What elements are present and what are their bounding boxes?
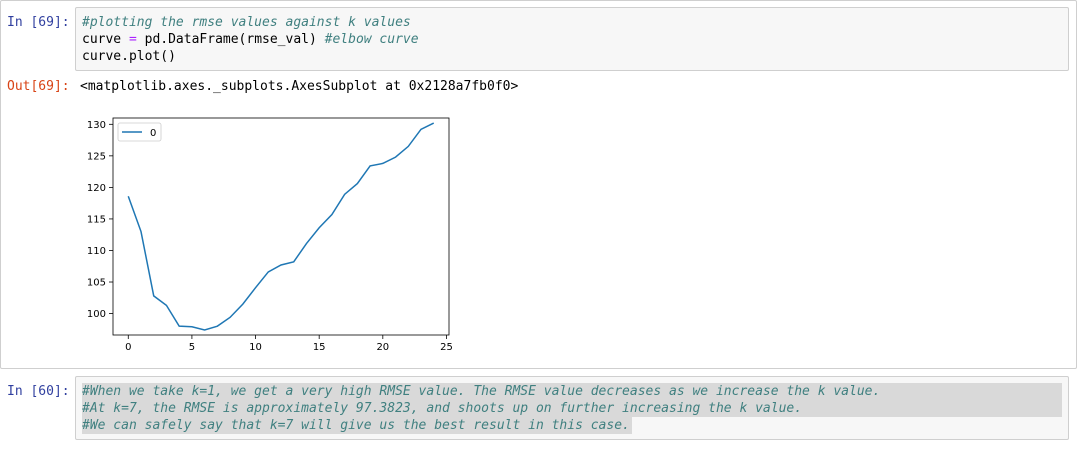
legend: 0 xyxy=(117,122,162,142)
y-tick-label: 130 xyxy=(87,120,106,131)
output-prompt: Out[69]: xyxy=(7,79,70,94)
y-tick-label: 125 xyxy=(87,151,106,162)
code-token-var: curve xyxy=(82,32,129,47)
code-token-comment: #elbow curve xyxy=(324,32,419,47)
input-prompt: In [69]: xyxy=(7,15,70,30)
x-tick-label: 20 xyxy=(376,342,389,353)
comment-line-2: #At k=7, the RMSE is approximately 97.38… xyxy=(82,400,1062,417)
selected-cell-frame[interactable] xyxy=(0,0,1077,369)
code-line-2: curve = pd.DataFrame(rmse_val) #elbow cu… xyxy=(82,31,419,48)
y-tick-label: 120 xyxy=(87,183,106,194)
y-tick-label: 115 xyxy=(87,214,106,225)
code-comment-line: #plotting the rmse values against k valu… xyxy=(82,15,411,30)
code-line-3: curve.plot() xyxy=(82,49,176,64)
y-tick-label: 100 xyxy=(87,309,106,320)
input-prompt-2: In [60]: xyxy=(7,384,70,399)
comment-line-3: #We can safely say that k=7 will give us… xyxy=(82,417,632,434)
x-tick-label: 5 xyxy=(189,342,195,353)
plot-frame xyxy=(112,117,450,336)
code-token-operator: = xyxy=(128,32,137,47)
code-token-call: pd.DataFrame(rmse_val) xyxy=(136,32,325,47)
y-tick-label: 105 xyxy=(87,278,106,289)
x-tick-label: 10 xyxy=(249,342,262,353)
comment-line-1: #When we take k=1, we get a very high RM… xyxy=(82,383,1062,400)
code-input-area[interactable]: #plotting the rmse values against k valu… xyxy=(75,7,1069,71)
output-repr-text: <matplotlib.axes._subplots.AxesSubplot a… xyxy=(80,79,519,94)
legend-label: 0 xyxy=(150,128,156,139)
rmse-line-chart: 0 5 10 15 20 25 100 105 110 115 120 125 130 0 xyxy=(87,117,453,353)
x-tick-label: 25 xyxy=(440,342,453,353)
x-tick-label: 0 xyxy=(125,342,131,353)
y-tick-label: 110 xyxy=(87,246,106,257)
comment-input-area[interactable]: #When we take k=1, we get a very high RM… xyxy=(75,376,1069,440)
x-tick-label: 15 xyxy=(313,342,326,353)
series-line-0 xyxy=(127,122,435,331)
